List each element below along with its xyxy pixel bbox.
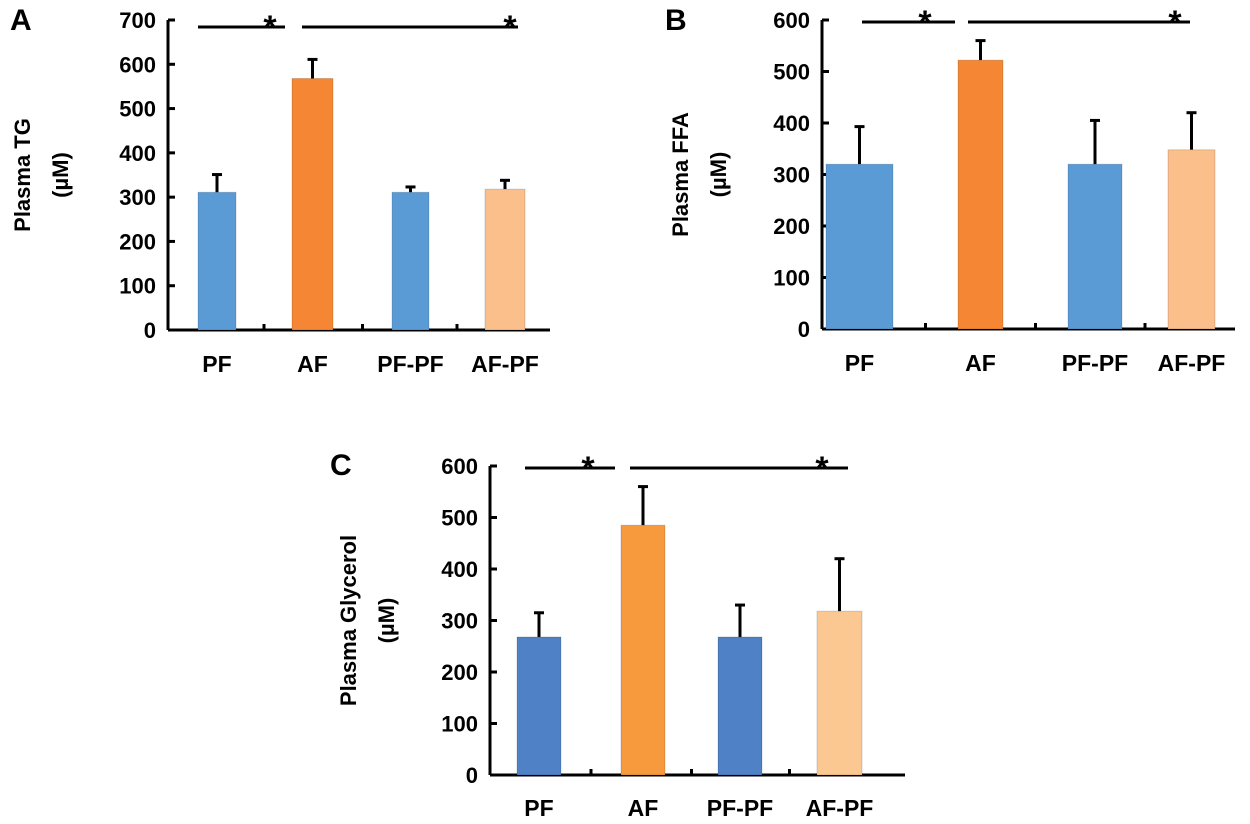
category-label: AF — [965, 350, 996, 376]
bar-PF-PF — [717, 636, 763, 776]
category-label: PF — [845, 350, 874, 376]
panel-label: B — [665, 4, 687, 37]
y-tick-label: 600 — [773, 8, 810, 33]
y-tick-label: 200 — [773, 214, 810, 239]
bar-AF — [291, 77, 334, 331]
y-tick-label: 400 — [773, 111, 810, 136]
y-tick-label: 500 — [119, 97, 156, 122]
bar-AF-PF — [816, 610, 863, 776]
bar-AF — [957, 59, 1004, 330]
bar-PF-PF — [391, 191, 430, 331]
category-label: AF-PF — [1158, 350, 1226, 376]
y-tick-label: 100 — [441, 712, 478, 737]
y-tick-label: 700 — [119, 8, 156, 33]
significance-star: * — [263, 9, 277, 47]
significance-star: * — [815, 450, 829, 488]
panel-label: C — [330, 449, 352, 482]
y-axis-label: Plasma TG — [10, 118, 35, 232]
category-label: PF-PF — [377, 351, 443, 377]
bar-AF-PF — [1167, 149, 1216, 330]
y-axis-unit: (µM) — [374, 598, 399, 644]
y-axis-label: Plasma Glycerol — [336, 535, 361, 706]
y-tick-label: 600 — [119, 52, 156, 77]
significance-star: * — [1168, 4, 1182, 42]
y-tick-label: 300 — [119, 185, 156, 210]
y-tick-label: 300 — [773, 163, 810, 188]
bar-PF — [516, 636, 562, 776]
y-tick-label: 0 — [144, 318, 156, 343]
bar-PF — [197, 191, 237, 331]
y-tick-label: 600 — [441, 454, 478, 479]
category-label: AF — [628, 795, 659, 821]
category-label: PF-PF — [1062, 350, 1128, 376]
category-label: PF — [202, 351, 231, 377]
bar-PF — [825, 163, 894, 330]
significance-star: * — [581, 450, 595, 488]
panel-B: B 0 100 200 300 400 500 600 Plasma FFA (µM) PF AF PF… — [665, 4, 1235, 376]
y-tick-label: 0 — [798, 317, 810, 342]
y-axis-label: Plasma FFA — [668, 112, 693, 237]
y-axis-unit: (µM) — [48, 152, 73, 198]
panel-A: A 0 100 200 300 400 500 600 700 Plasma TG (µM) PF AF… — [10, 4, 550, 377]
bar-AF-PF — [484, 188, 526, 331]
y-axis-unit: (µM) — [706, 152, 731, 198]
y-tick-label: 200 — [441, 660, 478, 685]
bar-PF-PF — [1067, 163, 1123, 330]
y-tick-label: 400 — [441, 557, 478, 582]
y-tick-label: 100 — [773, 266, 810, 291]
significance-star: * — [918, 4, 932, 42]
category-label: PF — [524, 795, 553, 821]
category-label: AF-PF — [806, 795, 874, 821]
significance-star: * — [503, 9, 517, 47]
y-tick-label: 100 — [119, 274, 156, 299]
y-tick-label: 500 — [441, 506, 478, 531]
category-label: AF-PF — [471, 351, 539, 377]
y-tick-label: 200 — [119, 229, 156, 254]
y-tick-label: 300 — [441, 609, 478, 634]
bar-AF — [620, 524, 666, 776]
y-tick-label: 400 — [119, 141, 156, 166]
category-label: AF — [297, 351, 328, 377]
y-tick-label: 0 — [466, 763, 478, 788]
category-label: PF-PF — [707, 795, 773, 821]
y-tick-label: 500 — [773, 60, 810, 85]
panel-C: C 0 100 200 300 400 500 600 Plasma Glycerol (µM) P… — [330, 449, 905, 821]
panel-label: A — [10, 4, 32, 37]
